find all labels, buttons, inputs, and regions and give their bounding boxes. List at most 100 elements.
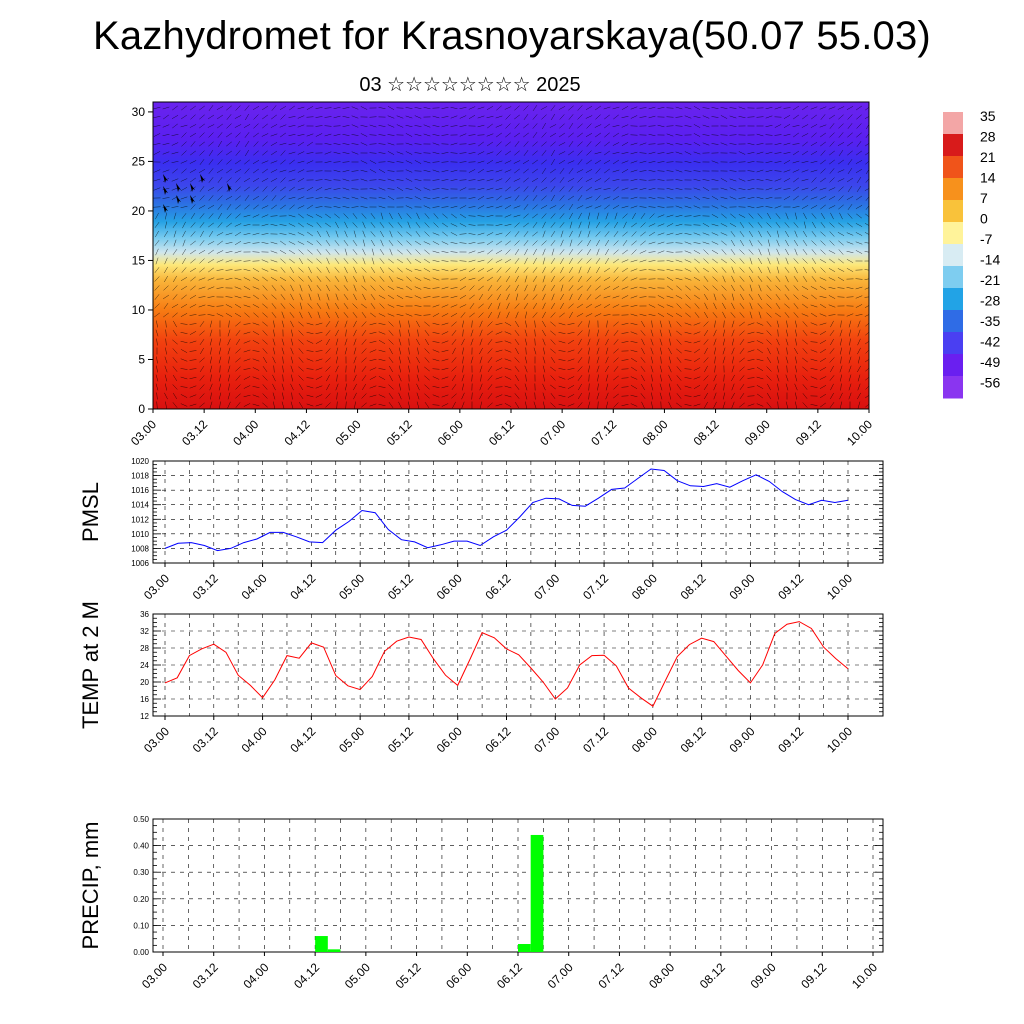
wind-arrow (675, 205, 683, 209)
wind-arrow (298, 401, 304, 409)
wind-arrow (820, 222, 826, 228)
wind-arrow (776, 239, 780, 247)
wind-arrow (731, 383, 735, 391)
wind-arrow (378, 125, 386, 127)
wind-arrow (306, 160, 314, 164)
wind-arrow (154, 294, 160, 300)
wind-arrow (847, 114, 853, 120)
wind-arrow (684, 340, 692, 344)
wind-arrow (335, 329, 339, 337)
wind-arrow (568, 303, 574, 309)
wind-arrow (693, 151, 701, 155)
wind-arrow (605, 392, 609, 400)
wind-arrow (468, 277, 476, 281)
wind-arrow (711, 116, 719, 118)
wind-arrow (326, 257, 330, 265)
wind-arrow (567, 178, 575, 182)
wind-arrow (189, 314, 197, 316)
wind-arrow (523, 302, 529, 310)
wind-arrow (226, 222, 232, 228)
wind-arrow (352, 275, 358, 283)
wind-arrow (388, 321, 394, 327)
wind-arrow (568, 285, 574, 291)
wind-arrow (585, 105, 593, 111)
wind-arrow (477, 168, 485, 174)
wind-arrow (324, 143, 332, 145)
wind-arrow (288, 214, 296, 218)
wind-arrow (389, 230, 393, 238)
wind-arrow (675, 151, 683, 155)
wind-arrow (352, 303, 358, 309)
wind-arrow (441, 169, 449, 173)
wind-arrow (316, 276, 322, 282)
wind-arrow (387, 124, 395, 128)
wind-arrow (252, 350, 260, 352)
wind-arrow (479, 383, 483, 391)
wind-arrow (587, 212, 591, 220)
wind-arrow (585, 303, 593, 309)
wind-arrow (405, 313, 413, 317)
wind-arrow (396, 151, 404, 155)
wind-arrow (847, 222, 853, 228)
wind-arrow (657, 269, 665, 271)
wind-arrow (577, 402, 583, 408)
wind-arrow (666, 242, 674, 244)
wind-arrow (225, 241, 233, 245)
wind-arrow (442, 231, 448, 237)
wind-arrow (487, 393, 493, 399)
wind-arrow (297, 196, 305, 200)
wind-arrow (838, 195, 844, 201)
wind-arrow (315, 394, 323, 398)
wind-arrow (180, 313, 188, 317)
wind-arrow (630, 385, 638, 389)
wind-arrow (190, 150, 196, 156)
wind-arrow (227, 347, 231, 355)
wind-arrow-bold (163, 204, 168, 213)
wind-arrow (829, 258, 835, 264)
wind-arrow (289, 303, 295, 309)
wind-arrow (288, 151, 296, 155)
wind-arrow (558, 394, 566, 398)
wind-arrow (693, 331, 701, 335)
wind-arrow (856, 213, 862, 219)
wind-arrow (640, 231, 646, 237)
wind-arrow (190, 222, 196, 228)
chart-title: Kazhydromet for Krasnoyarskaya(50.07 55.… (93, 14, 931, 58)
wind-arrow (505, 114, 511, 120)
wind-arrow (226, 168, 232, 174)
wind-arrow (505, 141, 511, 147)
wind-arrow (693, 384, 701, 390)
wind-arrow (810, 106, 818, 110)
wind-arrow (828, 304, 836, 308)
wind-arrow (315, 332, 323, 334)
wind-arrow (343, 302, 349, 310)
wind-arrow (468, 197, 476, 199)
wind-arrow (534, 338, 536, 346)
wind-arrow (756, 393, 764, 399)
wind-arrow (641, 347, 645, 355)
wind-arrow (378, 386, 386, 388)
wind-arrow (819, 340, 827, 344)
wind-arrow (865, 403, 869, 408)
wind-arrow (342, 151, 350, 155)
wind-arrow (540, 106, 548, 110)
wind-arrow (450, 313, 458, 317)
wind-arrow (180, 323, 188, 325)
wind-arrow (588, 347, 590, 355)
wind-arrow (389, 212, 393, 220)
wind-arrow (576, 205, 584, 209)
wind-arrow (795, 338, 797, 346)
wind-arrow (180, 358, 188, 362)
wind-arrow (604, 114, 610, 120)
wind-arrow (577, 240, 583, 246)
wind-arrow (335, 383, 339, 391)
wind-arrow (720, 196, 728, 200)
wind-arrow (326, 266, 330, 274)
wind-arrow (630, 349, 638, 353)
wind-arrow (288, 186, 296, 192)
wind-arrow (156, 392, 158, 400)
wind-arrow (631, 231, 637, 237)
wind-arrow (306, 331, 314, 335)
wind-arrow (262, 285, 268, 291)
